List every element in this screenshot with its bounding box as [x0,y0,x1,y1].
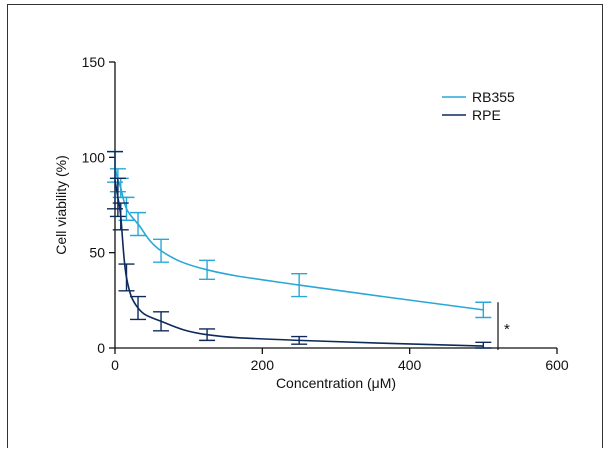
legend-label: RB355 [472,89,515,105]
error-bar [475,301,492,319]
error-bar [153,311,170,332]
error-bar [199,259,216,281]
x-ticks: 0 200 400 600 [111,348,569,373]
y-tick-label: 0 [97,340,105,356]
series-layer [107,150,492,349]
error-bar [112,202,129,231]
error-bar [130,211,147,237]
y-tick-label: 50 [89,245,105,261]
y-axis-label: Cell viability (%) [53,155,69,255]
x-axis-label: Concentration (μM) [276,375,396,391]
error-bar [475,341,492,349]
error-bar [199,328,216,342]
error-bar [130,295,147,321]
series-line [114,180,484,347]
series-line [114,166,484,311]
x-tick-label: 0 [111,357,119,373]
chart-frame [7,4,603,448]
series-rb355 [107,150,492,319]
y-ticks: 0 50 100 150 [82,54,115,356]
x-tick-label: 400 [398,357,422,373]
error-bar [109,177,126,218]
significance-annotation: * [497,302,510,350]
y-tick-label: 150 [82,54,106,70]
legend: RB355 RPE [442,89,515,123]
error-bar [118,263,135,292]
legend-label: RPE [472,107,501,123]
x-tick-label: 600 [545,357,569,373]
y-tick-label: 100 [82,149,106,165]
x-tick-label: 200 [251,357,275,373]
error-bar [291,335,308,345]
series-rpe [107,150,492,349]
error-bar [153,238,170,263]
significance-star: * [504,321,510,338]
error-bar [291,272,308,298]
